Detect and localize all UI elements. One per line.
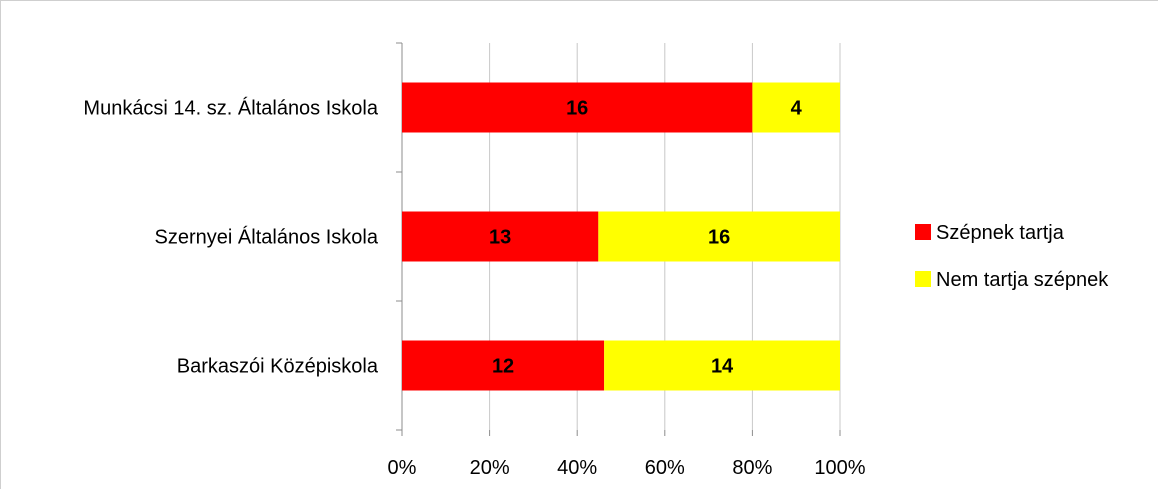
- data-labels: Munkácsi 14. sz. Általános Iskola 16 4 Szer…: [83, 97, 802, 378]
- bar-segment: [752, 82, 840, 133]
- legend-label: Szépnek tartja: [936, 222, 1065, 244]
- data-label: 14: [711, 356, 734, 378]
- data-label: 13: [489, 227, 511, 249]
- bar-segment: [402, 211, 599, 262]
- x-tick-label: 80%: [732, 457, 772, 479]
- data-label: 4: [791, 98, 803, 120]
- legend-swatch: [915, 224, 931, 240]
- bar-segment: [402, 340, 605, 391]
- x-tick-label: 0%: [388, 457, 417, 479]
- bar-segment: [604, 340, 840, 391]
- bars: [402, 82, 840, 391]
- legend-label: Nem tartja szépnek: [936, 269, 1109, 291]
- data-label: 16: [566, 98, 588, 120]
- x-tick-label: 40%: [557, 457, 597, 479]
- x-tick-label: 100%: [814, 457, 865, 479]
- bar-segment: [598, 211, 840, 262]
- category-label: Barkaszói Középiskola: [177, 356, 379, 378]
- category-label: Szernyei Általános Iskola: [155, 226, 379, 249]
- data-label: 16: [708, 227, 730, 249]
- x-tick-label: 20%: [470, 457, 510, 479]
- data-label: 12: [492, 356, 514, 378]
- legend-swatch: [915, 271, 931, 287]
- bar-segment: [402, 82, 753, 133]
- category-label: Munkácsi 14. sz. Általános Iskola: [83, 97, 378, 120]
- x-tick-label: 60%: [645, 457, 685, 479]
- legend: Szépnek tartja Nem tartja szépnek: [915, 222, 1109, 291]
